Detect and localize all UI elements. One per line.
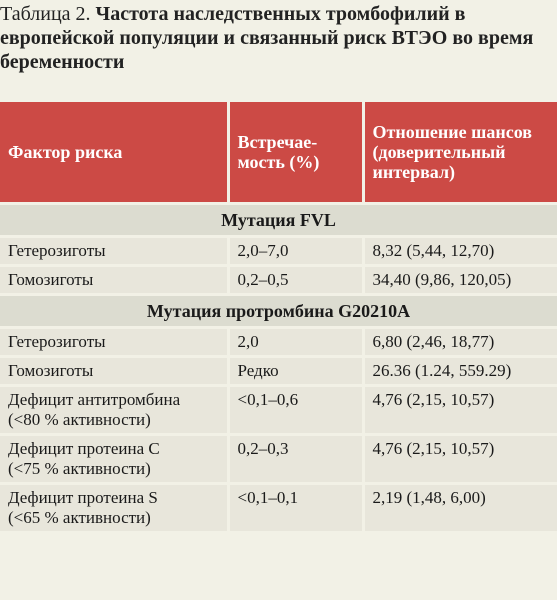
- cell-frequency: 0,2–0,5: [228, 264, 365, 295]
- table-row: Дефицит протеина S (<65 % активности) <0…: [0, 482, 557, 531]
- table-row: Гомозиготы 0,2–0,5 34,40 (9,86, 120,05): [0, 264, 557, 295]
- cell-odds: 34,40 (9,86, 120,05): [363, 264, 557, 295]
- cell-odds: 4,76 (2,15, 10,57): [363, 433, 557, 484]
- header-factor: Фактор риска: [0, 102, 230, 204]
- table-row: Гомозиготы Редко 26.36 (1.24, 559.29): [0, 355, 557, 386]
- cell-factor: Гомозиготы: [0, 264, 230, 295]
- section-row: Мутация FVL: [0, 202, 557, 237]
- table-caption: Таблица 2. Частота наследственных тромбо…: [0, 2, 557, 74]
- cell-frequency: <0,1–0,1: [228, 482, 365, 531]
- cell-odds: 6,80 (2,46, 18,77): [363, 326, 557, 357]
- section-fvl: Мутация FVL: [0, 202, 557, 237]
- cell-factor: Гетерозиготы: [0, 235, 230, 266]
- cell-odds: 8,32 (5,44, 12,70): [363, 235, 557, 266]
- factor-name: Дефицит протеина S: [8, 488, 158, 507]
- factor-activity: (<65 % активности): [8, 508, 151, 527]
- cell-factor: Гетерозиготы: [0, 326, 230, 357]
- factor-name: Дефицит протеина C: [8, 439, 160, 458]
- caption-title: Частота наследственных тромбофилий в евр…: [0, 3, 534, 73]
- thrombophilia-table: Фактор риска Встречае-мость (%) Отношени…: [0, 102, 557, 531]
- table-row: Дефицит антитромбина (<80 % активности) …: [0, 384, 557, 435]
- cell-frequency: <0,1–0,6: [228, 384, 365, 435]
- cell-frequency: 0,2–0,3: [228, 433, 365, 484]
- section-row: Мутация протромбина G20210A: [0, 293, 557, 328]
- cell-frequency: Редко: [228, 355, 365, 386]
- table-row: Дефицит протеина C (<75 % активности) 0,…: [0, 433, 557, 484]
- table-row: Гетерозиготы 2,0–7,0 8,32 (5,44, 12,70): [0, 235, 557, 266]
- header-row: Фактор риска Встречае-мость (%) Отношени…: [0, 102, 557, 204]
- table-row: Гетерозиготы 2,0 6,80 (2,46, 18,77): [0, 326, 557, 357]
- cell-frequency: 2,0–7,0: [228, 235, 365, 266]
- factor-activity: (<75 % активности): [8, 459, 151, 478]
- cell-factor: Дефицит антитромбина (<80 % активности): [0, 384, 230, 435]
- factor-activity: (<80 % активности): [8, 410, 151, 429]
- cell-factor: Дефицит протеина S (<65 % активности): [0, 482, 230, 531]
- header-odds: Отношение шансов (доверительный интервал…: [363, 102, 557, 204]
- cell-odds: 2,19 (1,48, 6,00): [363, 482, 557, 531]
- cell-odds: 4,76 (2,15, 10,57): [363, 384, 557, 435]
- cell-factor: Дефицит протеина C (<75 % активности): [0, 433, 230, 484]
- factor-name: Дефицит антитромбина: [8, 390, 181, 409]
- header-frequency: Встречае-мость (%): [228, 102, 365, 204]
- section-prothrombin: Мутация протромбина G20210A: [0, 293, 557, 328]
- cell-frequency: 2,0: [228, 326, 365, 357]
- cell-factor: Гомозиготы: [0, 355, 230, 386]
- cell-odds: 26.36 (1.24, 559.29): [363, 355, 557, 386]
- caption-label: Таблица 2.: [0, 3, 91, 25]
